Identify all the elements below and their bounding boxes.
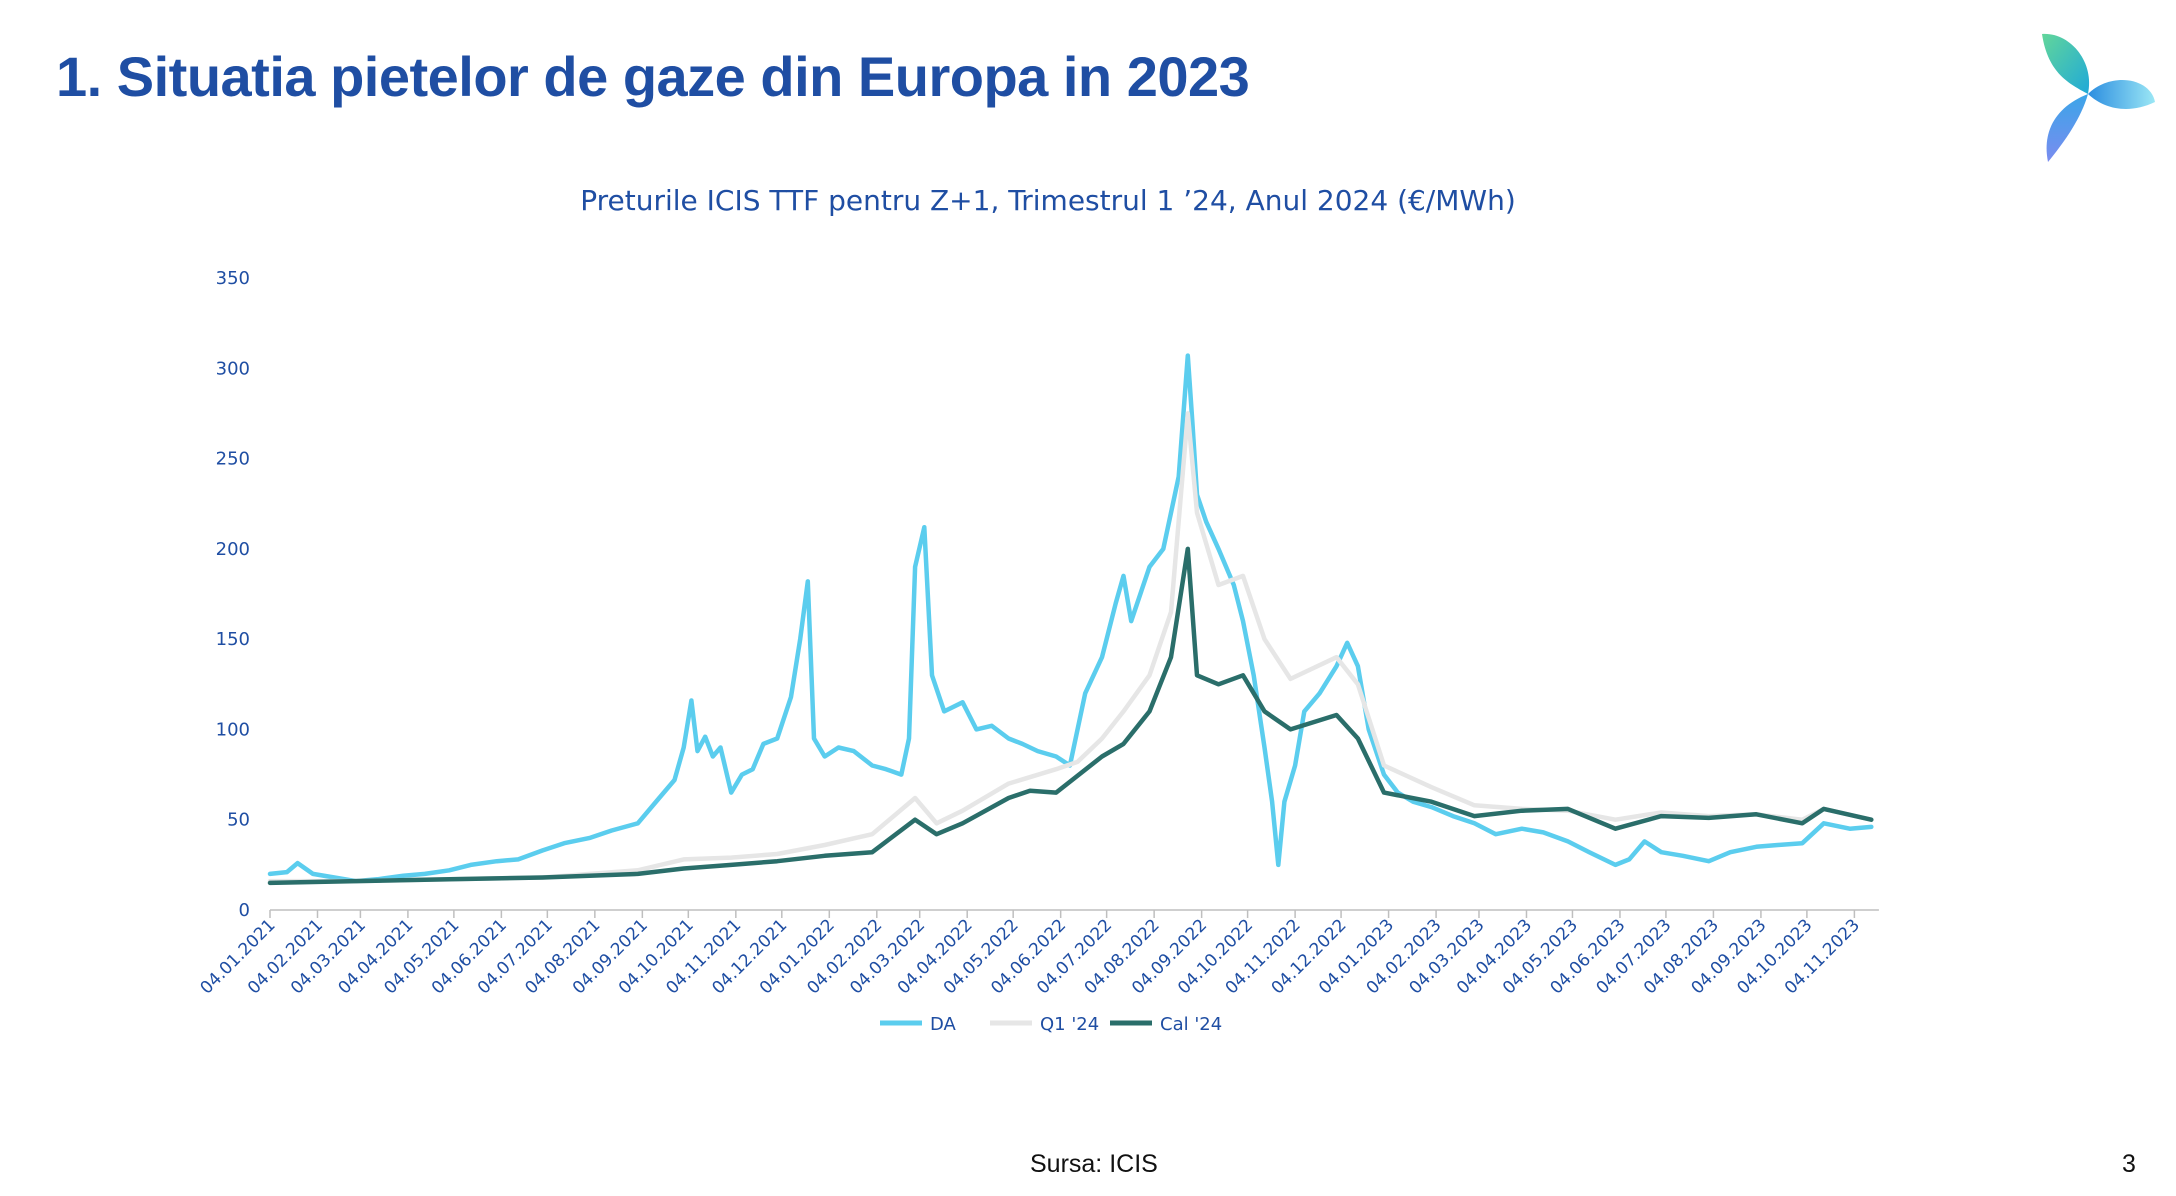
series-line — [267, 353, 1874, 884]
y-tick-label: 300 — [216, 358, 250, 379]
chart-title: Preturile ICIS TTF pentru Z+1, Trimestru… — [580, 184, 1516, 217]
y-tick-label: 150 — [216, 629, 250, 650]
y-tick-label: 0 — [239, 900, 250, 921]
source-note: Sursa: ICIS — [1030, 1150, 1158, 1178]
y-axis: 0 50 100 150 200 250 300 350 — [216, 268, 250, 921]
y-tick-label: 50 — [227, 810, 250, 831]
legend: DA Q1 '24 Cal '24 — [880, 1014, 1222, 1035]
y-tick-label: 250 — [216, 449, 250, 470]
company-logo-icon — [2042, 33, 2155, 162]
legend-label: DA — [930, 1014, 957, 1035]
y-tick-label: 350 — [216, 268, 250, 289]
y-tick-label: 200 — [216, 539, 250, 560]
x-axis: 04.01.202104.02.202104.03.202104.04.2021… — [197, 909, 1879, 998]
slide-title: 1. Situatia pietelor de gaze din Europa … — [56, 45, 1250, 108]
plot-area — [267, 353, 1874, 886]
series-line — [267, 546, 1874, 886]
legend-label: Q1 '24 — [1040, 1014, 1099, 1035]
page-number: 3 — [2122, 1150, 2136, 1178]
series-line — [267, 411, 1874, 884]
y-tick-label: 100 — [216, 719, 250, 740]
legend-label: Cal '24 — [1160, 1014, 1222, 1035]
